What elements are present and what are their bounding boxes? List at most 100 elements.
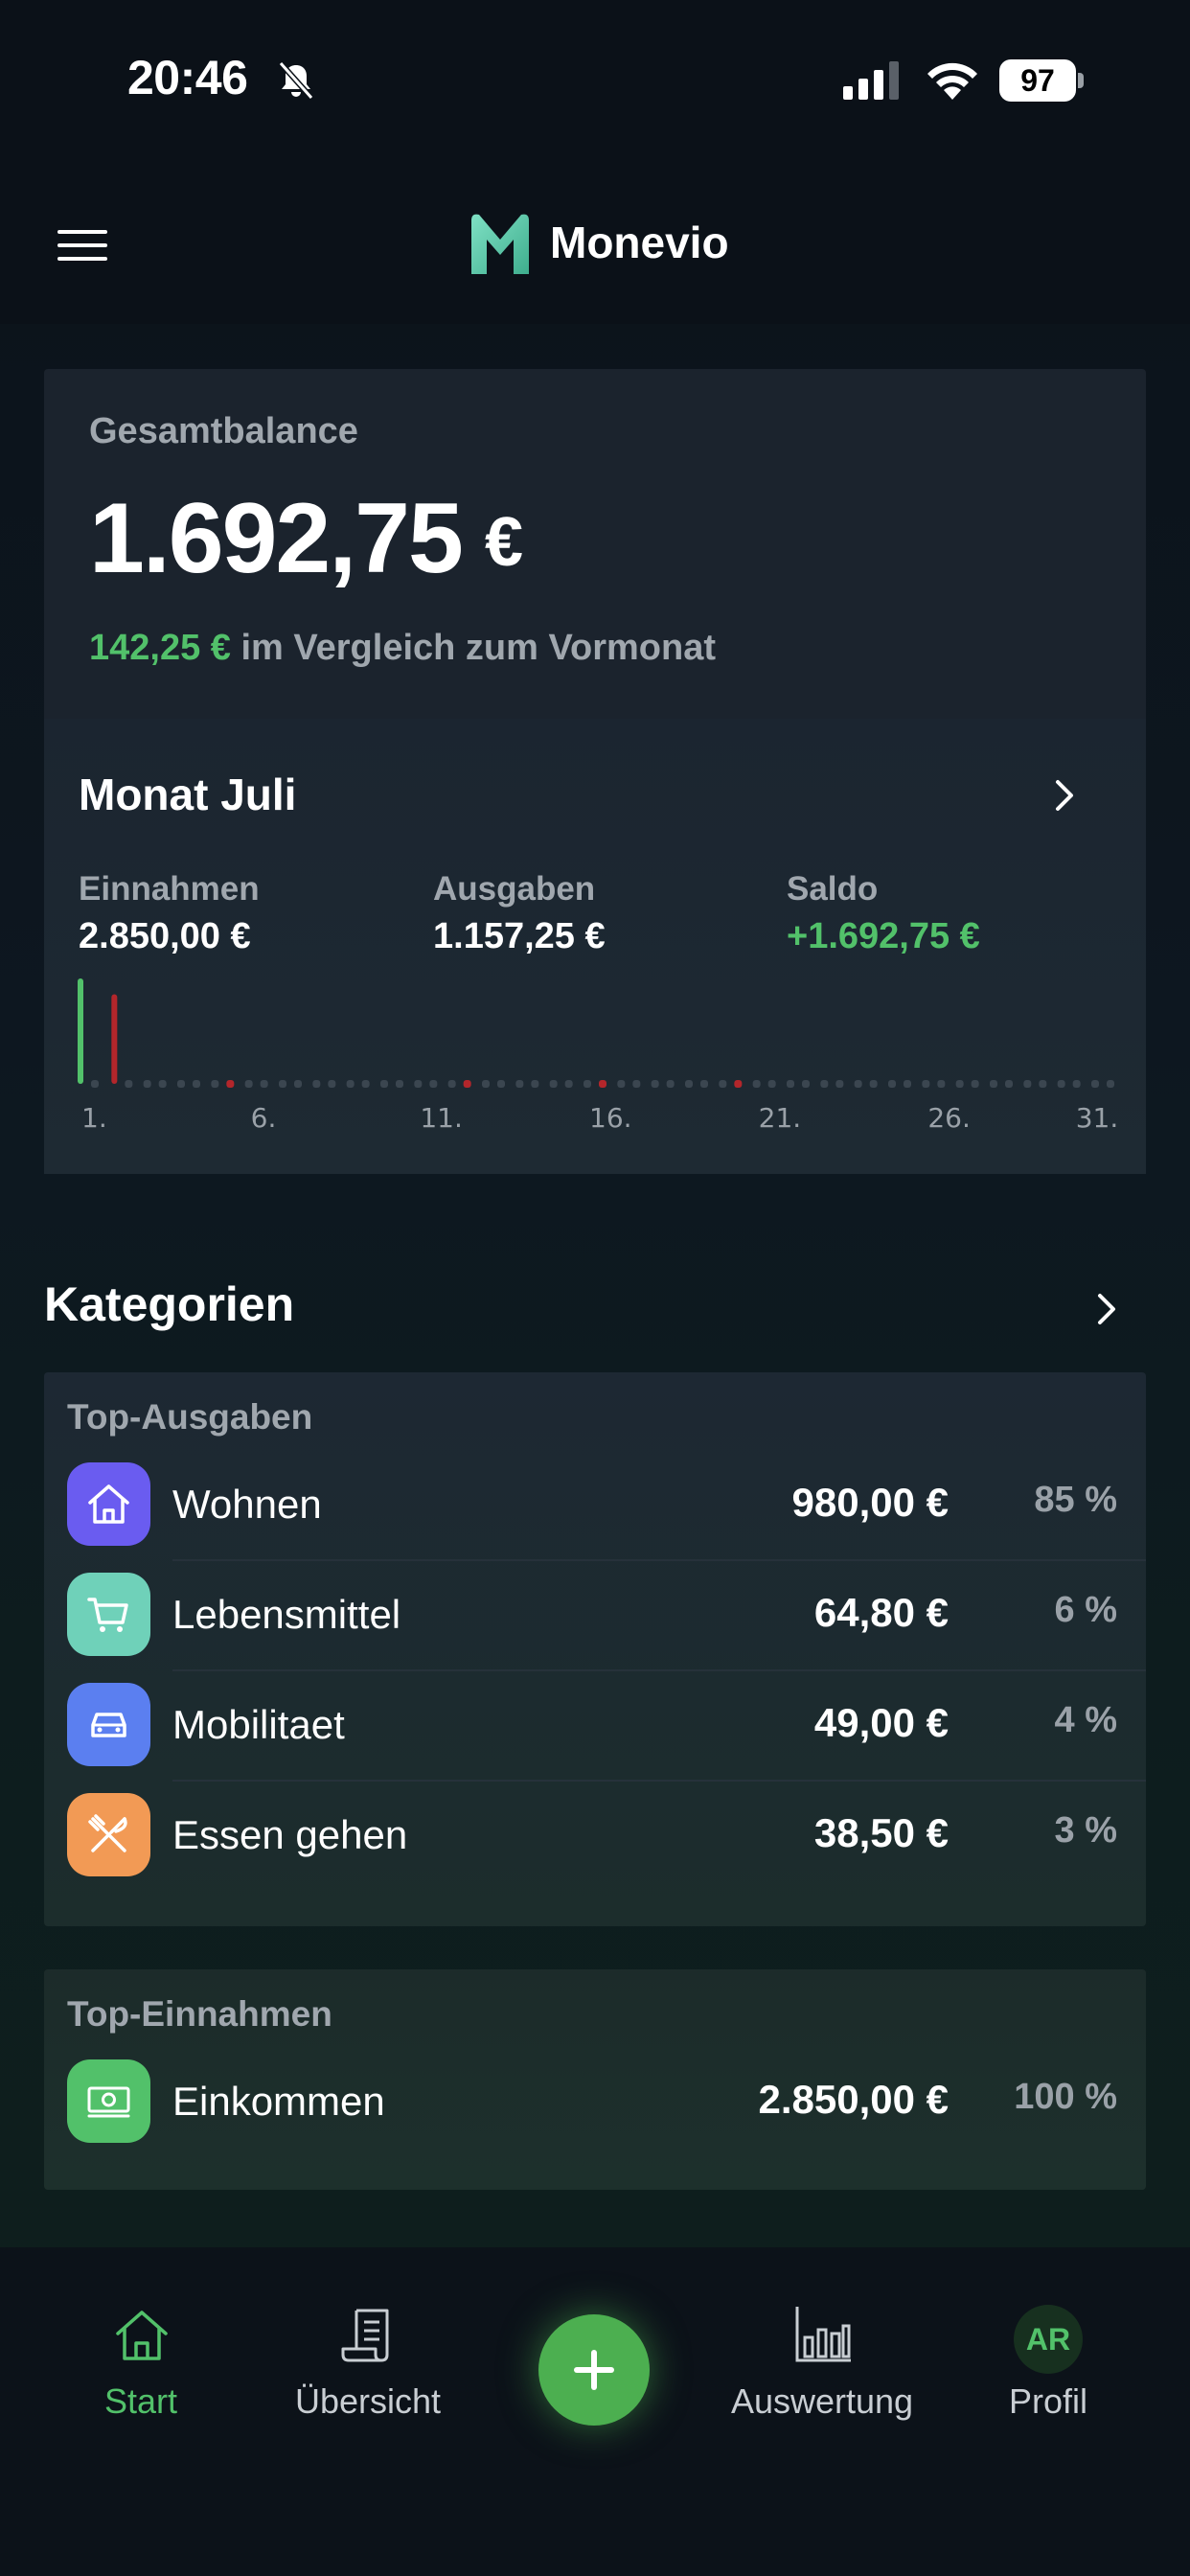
category-row[interactable]: Mobilitaet 49,00 € 4 % [67, 1671, 1146, 1782]
axis-tick-label: 11. [420, 1102, 463, 1134]
saldo-label: Saldo [787, 870, 879, 908]
day-marker [260, 1080, 268, 1088]
day-marker [1072, 1080, 1081, 1088]
day-marker [294, 1080, 302, 1088]
day-marker [279, 1080, 286, 1088]
category-row[interactable]: Essen gehen 38,50 € 3 % [67, 1782, 1131, 1892]
day-marker [651, 1080, 659, 1088]
balance-change: 142,25 € im Vergleich zum Vormonat [89, 628, 716, 669]
day-marker [143, 1080, 151, 1088]
category-percent: 85 % [1034, 1480, 1117, 1520]
day-marker [752, 1080, 761, 1088]
balance-change-text: im Vergleich zum Vormonat [240, 628, 717, 668]
category-icon-lebensmittel [67, 1573, 150, 1656]
day-marker [211, 1080, 219, 1088]
category-row[interactable]: Lebensmittel 64,80 € 6 % [67, 1561, 1146, 1671]
house-icon [88, 1484, 129, 1524]
axis-tick-label: 31. [1076, 1102, 1119, 1134]
day-marker [1057, 1080, 1065, 1088]
category-icon-wohnen [67, 1462, 150, 1546]
top-expenses-card: Top-Ausgaben Wohnen 980,00 € 85 % Lebens… [44, 1372, 1146, 1926]
day-marker [971, 1080, 979, 1088]
tab-overview[interactable]: Übersicht [263, 2305, 473, 2449]
day-marker [1107, 1080, 1114, 1088]
category-icon-essen-gehen [67, 1793, 150, 1876]
expense-value: 1.157,25 € [433, 916, 606, 956]
day-marker [226, 1080, 235, 1088]
tab-label: Profil [1008, 2381, 1088, 2421]
day-marker [584, 1080, 591, 1088]
cellular-signal-icon [843, 61, 899, 100]
chevron-right-icon[interactable] [1050, 776, 1079, 815]
day-marker [497, 1080, 505, 1088]
day-marker [328, 1080, 336, 1088]
income-label: Einnahmen [79, 870, 260, 908]
category-name: Essen gehen [172, 1812, 408, 1857]
tab-profile[interactable]: AR Profil [943, 2305, 1154, 2449]
income-value: 2.850,00 € [79, 916, 251, 956]
bell-muted-icon [278, 61, 314, 100]
tab-label: Übersicht [294, 2381, 442, 2421]
balance-label: Gesamtbalance [89, 411, 358, 451]
bar-chart-icon [795, 2307, 851, 2362]
row-divider [172, 1559, 1146, 1561]
app-title: Monevio [550, 218, 729, 267]
day-marker [869, 1080, 878, 1088]
day-marker [599, 1080, 606, 1088]
day-marker [125, 1080, 133, 1088]
battery-level: 97 [999, 59, 1076, 102]
category-icon-mobilitaet [67, 1683, 150, 1766]
day-marker [564, 1080, 573, 1088]
category-row[interactable]: Wohnen 980,00 € 85 % [67, 1451, 1146, 1561]
day-marker [904, 1080, 911, 1088]
category-amount: 2.850,00 € [758, 2077, 949, 2122]
top-income-heading: Top-Einnahmen [67, 1994, 332, 2034]
wifi-icon [927, 62, 977, 100]
tab-bar: Start Übersicht Auswertung AR Profil [0, 2247, 1190, 2576]
add-transaction-button[interactable] [538, 2314, 650, 2426]
hamburger-menu-icon[interactable] [56, 226, 109, 264]
day-marker [734, 1080, 743, 1088]
saldo-value: +1.692,75 € [787, 916, 980, 956]
day-marker [767, 1080, 776, 1088]
receipt-icon [341, 2309, 389, 2362]
day-marker [835, 1080, 844, 1088]
day-marker [685, 1080, 693, 1088]
car-icon [91, 1713, 126, 1737]
cart-icon [87, 1598, 128, 1632]
category-icon-einkommen [67, 2059, 150, 2143]
balance-currency: € [485, 504, 524, 581]
day-marker [158, 1080, 167, 1088]
day-marker [922, 1080, 930, 1088]
month-card[interactable]: Monat Juli Einnahmen 2.850,00 € Ausgaben… [44, 719, 1146, 1174]
category-name: Lebensmittel [172, 1592, 401, 1637]
chevron-right-icon[interactable] [1092, 1290, 1121, 1328]
category-percent: 3 % [1054, 1810, 1117, 1851]
category-amount: 64,80 € [813, 1590, 949, 1635]
day-marker [177, 1080, 185, 1088]
day-marker [937, 1080, 946, 1088]
category-row[interactable]: Einkommen 2.850,00 € 100 % [67, 2048, 1131, 2158]
category-name: Einkommen [172, 2079, 385, 2124]
day-marker [854, 1080, 862, 1088]
tab-start[interactable]: Start [35, 2305, 246, 2449]
plus-icon [574, 2350, 614, 2390]
day-marker [429, 1080, 438, 1088]
tab-analysis[interactable]: Auswertung [717, 2305, 927, 2449]
cutlery-icon [88, 1814, 127, 1852]
category-name: Mobilitaet [172, 1702, 345, 1747]
balance-value: 1.692,75 [89, 483, 464, 594]
month-title: Monat Juli [79, 770, 297, 819]
status-bar: 20:46 97 [0, 0, 1190, 163]
day-marker [990, 1080, 997, 1088]
day-marker [820, 1080, 829, 1088]
top-expenses-heading: Top-Ausgaben [67, 1397, 313, 1437]
row-divider [172, 1780, 1146, 1782]
day-marker [91, 1080, 99, 1088]
day-bar-expense [111, 994, 118, 1084]
axis-tick-label: 6. [251, 1102, 277, 1134]
day-marker [888, 1080, 896, 1088]
axis-tick-label: 26. [927, 1102, 971, 1134]
category-amount: 38,50 € [813, 1810, 949, 1855]
money-icon [87, 2086, 130, 2118]
